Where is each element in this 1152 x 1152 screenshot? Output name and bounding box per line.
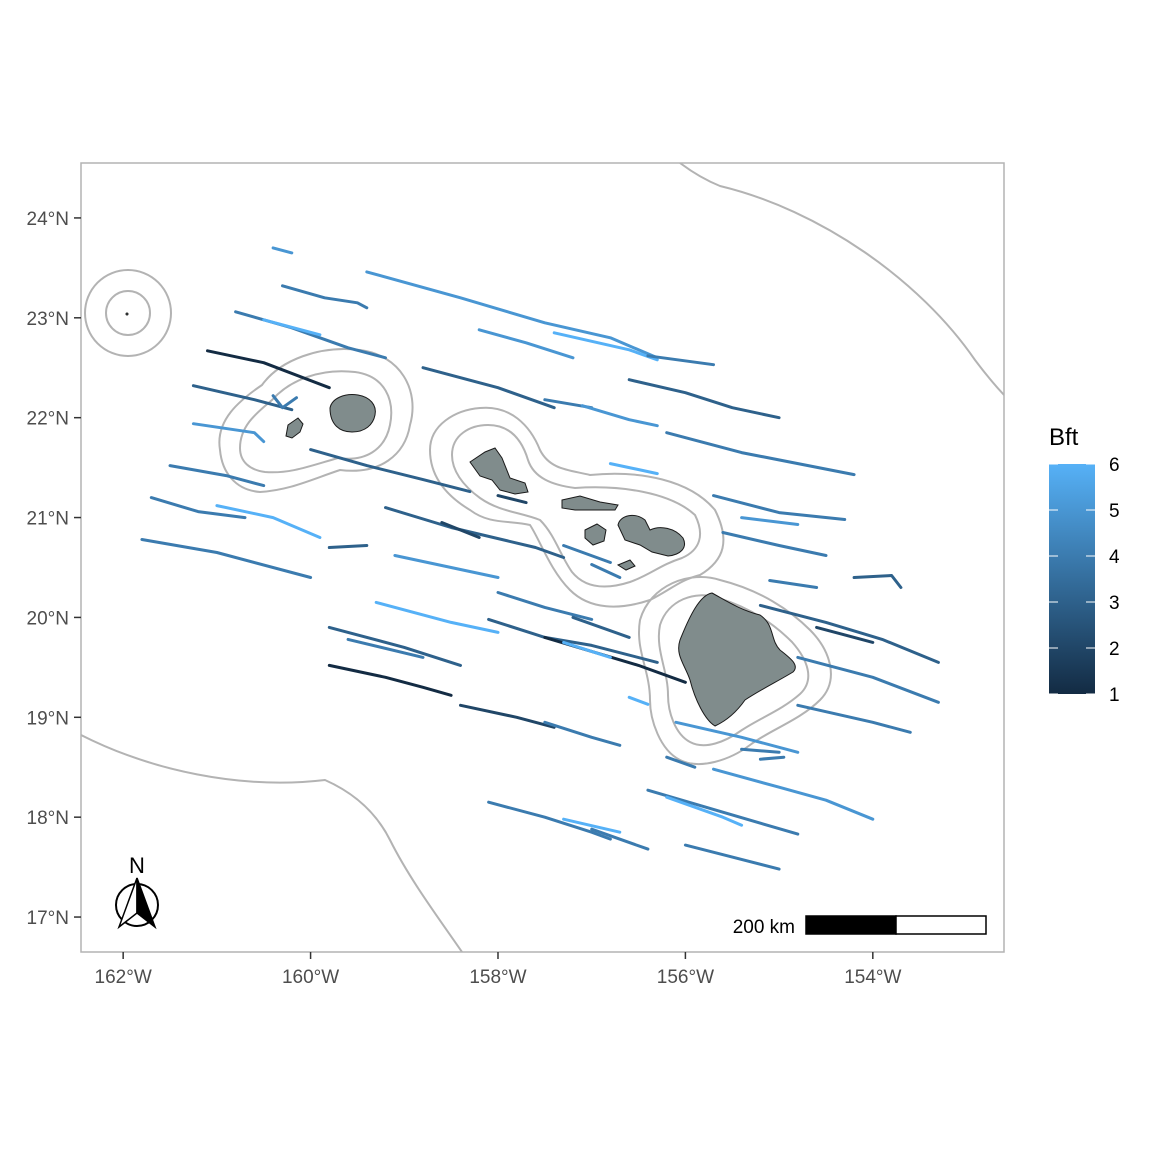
- legend-title: Bft: [1049, 424, 1079, 451]
- legend-label: 3: [1109, 593, 1120, 614]
- island-nihoa: [126, 313, 128, 315]
- x-tick-label: 154°W: [844, 967, 901, 988]
- y-tick-label: 22°N: [27, 409, 69, 430]
- x-tick-label: 158°W: [469, 967, 526, 988]
- scale-bar-black-segment: [806, 916, 896, 934]
- legend: Bft 1 2 3 4 5 6: [1049, 424, 1120, 706]
- map-background: [81, 163, 1004, 952]
- x-tick-label: 160°W: [282, 967, 339, 988]
- y-tick-label: 20°N: [27, 608, 69, 629]
- y-axis: 17°N 18°N 19°N 20°N 21°N 22°N 23°N 24°N: [27, 209, 81, 929]
- legend-label: 1: [1109, 685, 1120, 706]
- x-tick-label: 156°W: [657, 967, 714, 988]
- survey-track-55: [760, 757, 783, 759]
- y-tick-label: 24°N: [27, 209, 69, 230]
- map-panel: [81, 163, 1004, 952]
- y-tick-label: 18°N: [27, 808, 69, 829]
- y-tick-label: 17°N: [27, 908, 69, 929]
- y-tick-label: 19°N: [27, 708, 69, 729]
- scale-bar-white-segment: [896, 916, 986, 934]
- y-tick-label: 23°N: [27, 309, 69, 330]
- legend-label: 5: [1109, 501, 1120, 522]
- legend-colorbar: [1049, 464, 1095, 694]
- legend-label: 6: [1109, 455, 1120, 476]
- legend-label: 2: [1109, 639, 1120, 660]
- legend-label: 4: [1109, 547, 1120, 568]
- north-arrow-label: N: [129, 853, 145, 878]
- scale-bar-label: 200 km: [733, 917, 795, 938]
- x-tick-label: 162°W: [95, 967, 152, 988]
- scale-bar: 200 km: [733, 916, 986, 938]
- island-kauai: [330, 395, 375, 432]
- survey-track-32: [329, 546, 367, 548]
- y-tick-label: 21°N: [27, 509, 69, 530]
- x-axis: 162°W 160°W 158°W 156°W 154°W: [95, 952, 902, 988]
